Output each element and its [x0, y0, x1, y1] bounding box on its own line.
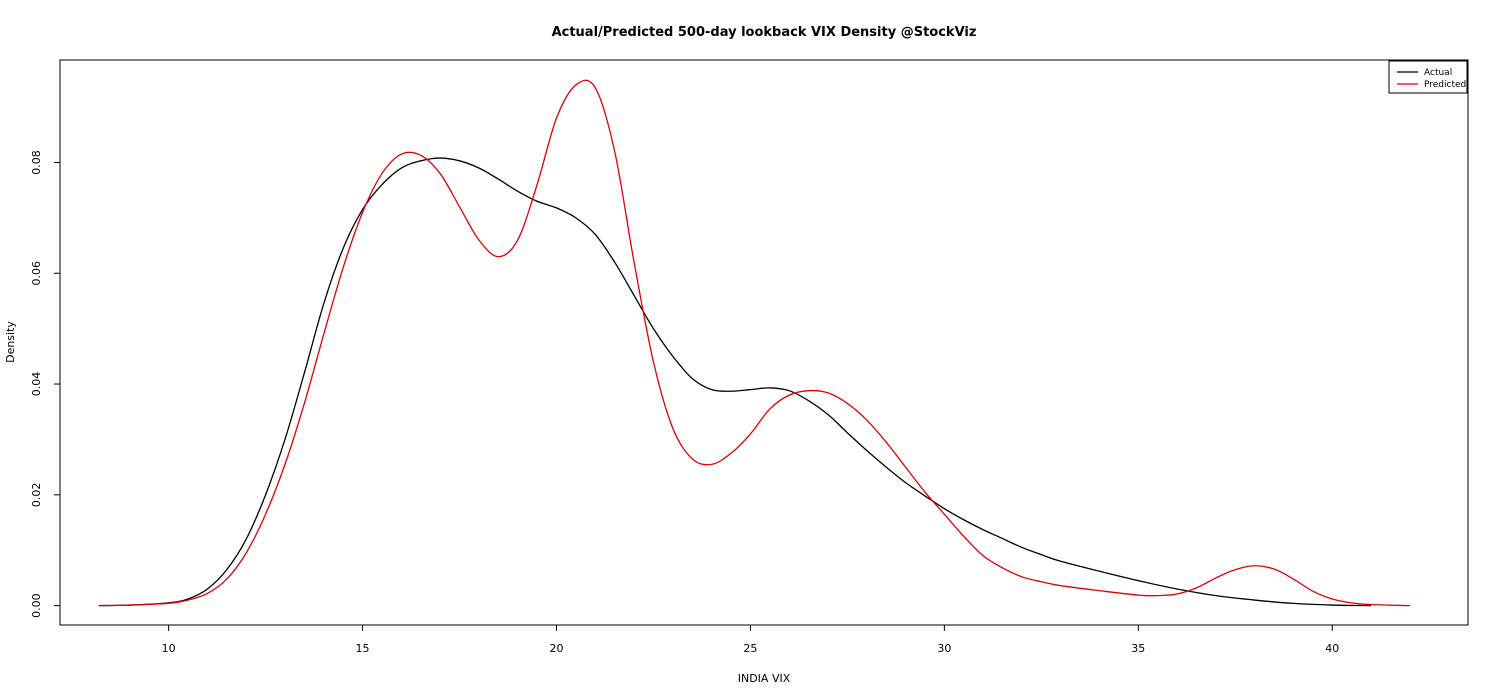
x-axis: 10 15 20 25 30 35 40: [162, 624, 1339, 655]
x-axis-label: INDIA VIX: [738, 672, 791, 685]
chart-title: Actual/Predicted 500-day lookback VIX De…: [552, 25, 977, 40]
y-tick-label: 0.04: [30, 372, 43, 397]
y-axis-label: Density: [4, 321, 17, 363]
legend: Actual Predicted: [1388, 60, 1468, 94]
y-tick-label: 0.08: [30, 150, 43, 175]
y-axis: 0.00 0.02 0.04 0.06 0.08: [30, 150, 61, 618]
x-tick-label: 35: [1131, 642, 1145, 655]
y-tick-label: 0.02: [30, 483, 43, 508]
series-layer: [98, 79, 1410, 607]
series-line-actual: [98, 157, 1372, 607]
x-tick-label: 25: [743, 642, 757, 655]
legend-label-predicted: Predicted: [1424, 80, 1466, 90]
series-line-predicted: [98, 79, 1410, 607]
y-tick-label: 0.00: [30, 593, 43, 618]
y-tick-label: 0.06: [30, 261, 43, 286]
x-tick-label: 40: [1325, 642, 1339, 655]
x-tick-label: 30: [937, 642, 951, 655]
x-tick-label: 20: [549, 642, 563, 655]
legend-box: [1388, 60, 1468, 94]
plot-frame: [59, 59, 1469, 626]
x-tick-label: 10: [162, 642, 176, 655]
legend-label-actual: Actual: [1424, 68, 1452, 78]
x-tick-label: 15: [356, 642, 370, 655]
